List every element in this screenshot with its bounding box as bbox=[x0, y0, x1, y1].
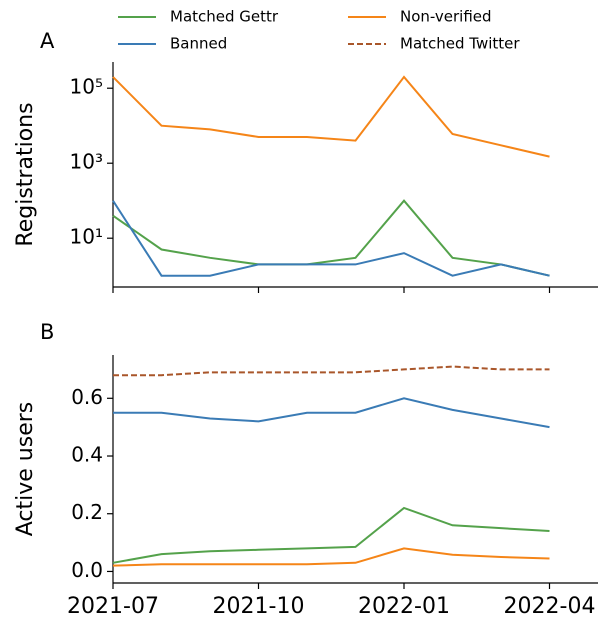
y-tick-label: 10³ bbox=[70, 150, 103, 174]
series-line bbox=[113, 365, 550, 377]
legend-label: Non-verified bbox=[400, 8, 492, 26]
legend-label: Banned bbox=[170, 35, 227, 53]
y-axis-label: Registrations bbox=[13, 102, 38, 246]
series-line bbox=[112, 547, 550, 567]
panel-label: A bbox=[40, 29, 55, 53]
series-line bbox=[113, 397, 550, 429]
series-line bbox=[112, 75, 550, 158]
panel-label: B bbox=[40, 320, 54, 344]
y-tick-label: 0.2 bbox=[71, 500, 103, 524]
y-tick-label: 0.6 bbox=[71, 385, 103, 409]
y-tick-label: 10¹ bbox=[70, 225, 103, 249]
y-tick-label: 10⁵ bbox=[70, 75, 103, 99]
series-line bbox=[112, 199, 550, 277]
y-tick-label: 0.0 bbox=[71, 558, 103, 582]
x-tick-label: 2021-10 bbox=[213, 594, 305, 619]
series-line bbox=[112, 506, 550, 564]
series-line bbox=[112, 200, 550, 277]
x-tick-label: 2022-01 bbox=[358, 594, 450, 619]
legend-label: Matched Gettr bbox=[170, 8, 279, 26]
y-tick-label: 0.4 bbox=[71, 443, 103, 467]
y-axis-label: Active users bbox=[13, 402, 38, 537]
x-tick-label: 2021-07 bbox=[67, 594, 159, 619]
legend-label: Matched Twitter bbox=[400, 35, 520, 53]
x-tick-label: 2022-04 bbox=[504, 594, 596, 619]
